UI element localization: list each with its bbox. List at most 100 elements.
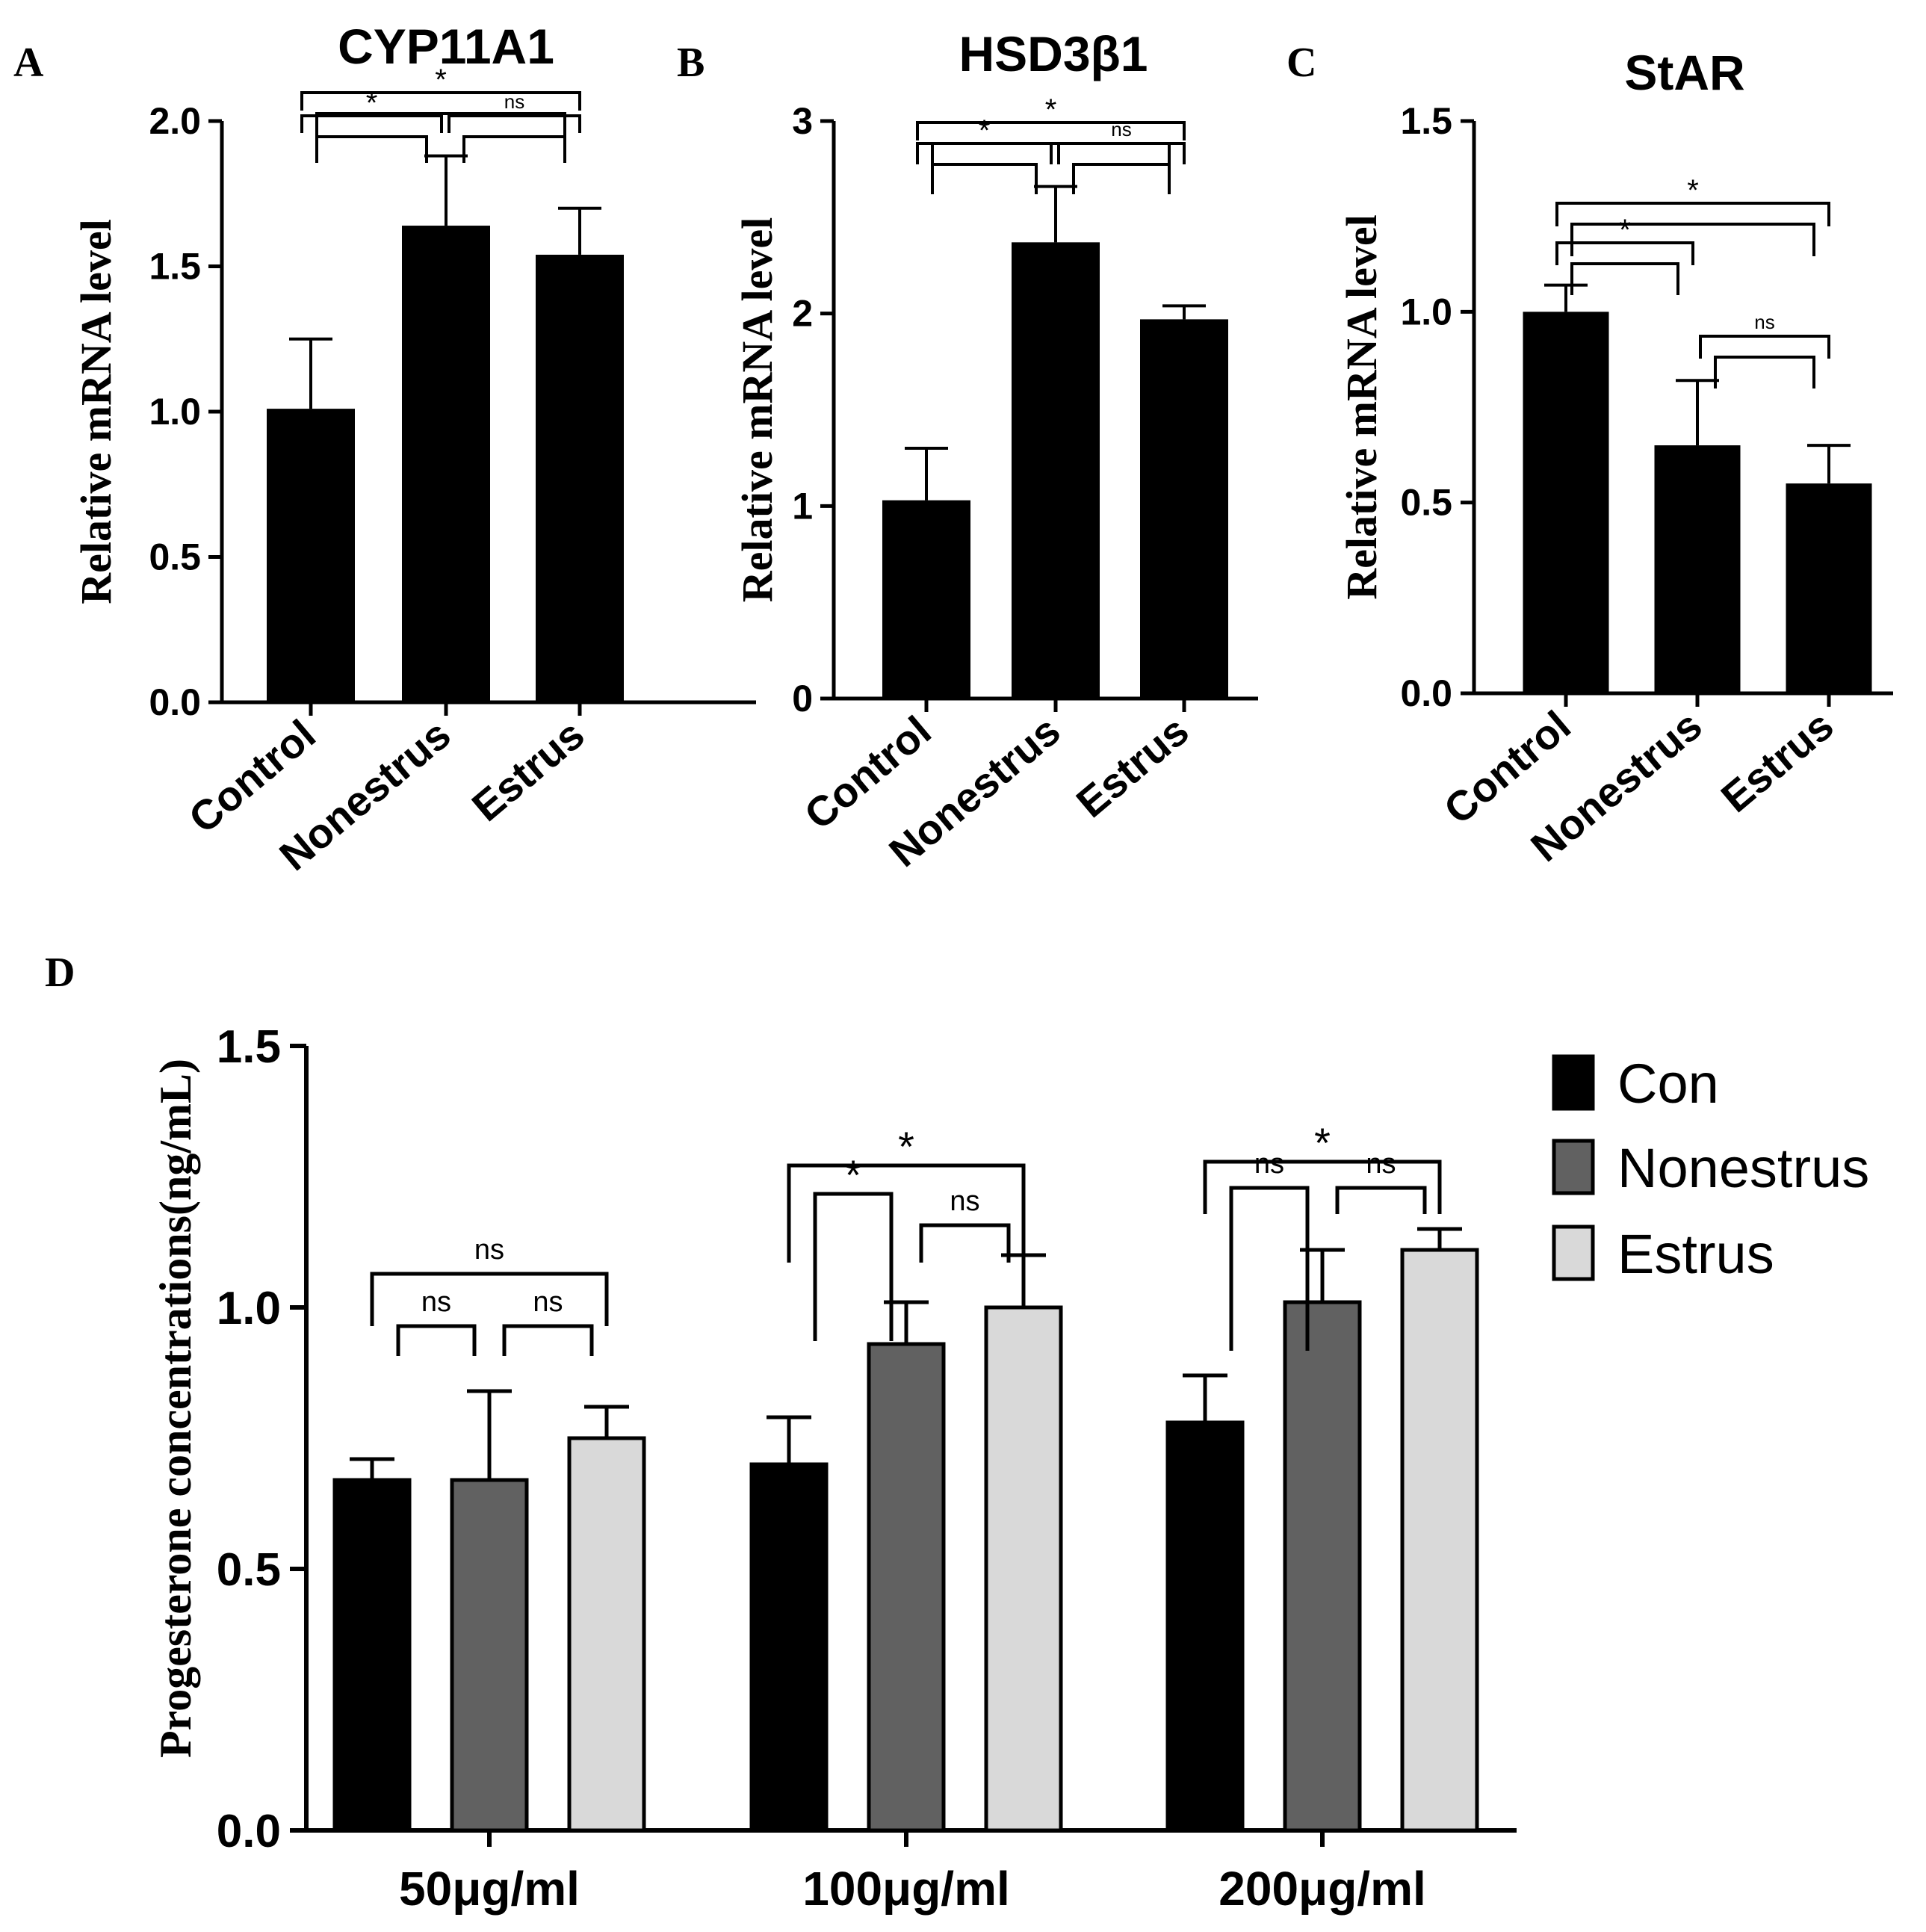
significance-bracket-inner xyxy=(931,163,1038,194)
significance-bracket xyxy=(300,114,443,133)
significance-bracket-inner xyxy=(1714,356,1815,388)
bar xyxy=(1786,483,1872,693)
x-tick-label: 50μg/ml xyxy=(399,1862,580,1916)
significance-bracket xyxy=(1555,202,1830,226)
y-tick-label: 0.5 xyxy=(1400,482,1452,524)
y-axis-label: Relative mRNA level xyxy=(733,217,781,602)
significance-bracket-inner xyxy=(315,112,566,140)
legend-label: Nonestrus xyxy=(1617,1137,1869,1199)
significance-label: * xyxy=(1045,93,1057,126)
significance-label: ns xyxy=(950,1186,979,1217)
significance-bracket xyxy=(1699,335,1830,359)
panel-letter: D xyxy=(45,950,75,996)
significance-bracket-inner xyxy=(1072,163,1171,194)
y-tick-label: 1.5 xyxy=(217,1021,281,1073)
significance-label: * xyxy=(366,87,378,120)
bar xyxy=(882,500,970,699)
significance-bracket xyxy=(1335,1186,1427,1214)
y-tick-label: 1.0 xyxy=(217,1283,281,1334)
chart-title: HSD3β1 xyxy=(959,26,1148,81)
x-tick-label: 100μg/ml xyxy=(802,1862,1010,1916)
significance-label: * xyxy=(1687,174,1699,207)
legend-label: Con xyxy=(1617,1053,1719,1115)
y-axis-label: Progesterone concentrations(ng/mL) xyxy=(151,1059,200,1758)
significance-label: * xyxy=(1619,214,1631,247)
panel-a: A CYP11A1 Relative mRNA level 0.0 0.5 1.0 1.5 2… xyxy=(13,19,756,879)
y-tick-label: 0 xyxy=(792,678,813,719)
bar xyxy=(536,254,624,702)
significance-label: * xyxy=(845,1151,861,1198)
y-tick-label: 2.0 xyxy=(149,100,201,142)
significance-bracket xyxy=(919,1223,1011,1263)
y-tick-label: 0.5 xyxy=(149,536,201,578)
significance-bracket xyxy=(448,114,581,133)
significance-label: ns xyxy=(474,1234,504,1266)
significance-bracket xyxy=(787,1163,1026,1263)
x-tick-label: Estrus xyxy=(1068,707,1198,826)
y-tick-label: 0.5 xyxy=(217,1544,281,1596)
significance-label: * xyxy=(435,64,447,96)
bar-nonestrus xyxy=(1283,1300,1362,1833)
significance-label: ns xyxy=(1254,1148,1284,1180)
significance-bracket xyxy=(1203,1159,1442,1214)
y-tick-label: 0.0 xyxy=(217,1806,281,1857)
y-tick-label: 1.5 xyxy=(149,246,201,288)
chart-title: CYP11A1 xyxy=(338,19,554,74)
legend-label: Estrus xyxy=(1617,1223,1774,1285)
significance-bracket-inner xyxy=(1570,223,1815,256)
bar-nonestrus xyxy=(867,1342,946,1833)
bar-con xyxy=(332,1478,412,1833)
significance-bracket-inner xyxy=(931,142,1171,170)
significance-bracket xyxy=(370,1272,609,1326)
bar xyxy=(1140,319,1228,699)
significance-label: ns xyxy=(421,1287,451,1318)
legend-swatch-nonestrus xyxy=(1552,1139,1595,1195)
bar-estrus xyxy=(567,1436,646,1833)
y-tick-label: 1.5 xyxy=(1400,100,1452,142)
bar xyxy=(267,409,355,702)
bar-nonestrus xyxy=(450,1478,529,1833)
panel-letter: B xyxy=(677,40,705,86)
x-tick-label: 200μg/ml xyxy=(1219,1862,1426,1916)
significance-label: ns xyxy=(1754,311,1774,333)
significance-bracket xyxy=(396,1324,477,1356)
significance-bracket xyxy=(300,91,581,111)
bar-estrus xyxy=(984,1305,1063,1833)
bar xyxy=(402,226,490,702)
significance-label: * xyxy=(898,1123,914,1170)
y-axis-label: Relative mRNA level xyxy=(72,219,120,604)
significance-label: ns xyxy=(1366,1148,1396,1180)
significance-bracket xyxy=(1057,142,1186,164)
y-tick-label: 1.0 xyxy=(1400,291,1452,332)
bar-estrus xyxy=(1400,1248,1479,1833)
x-tick-label: Estrus xyxy=(463,710,593,830)
bar xyxy=(1523,312,1609,693)
bar xyxy=(1012,242,1100,699)
bar xyxy=(1654,445,1741,693)
y-tick-label: 2 xyxy=(792,293,813,335)
significance-bracket xyxy=(1555,241,1694,265)
significance-bracket xyxy=(813,1192,894,1341)
significance-bracket xyxy=(916,121,1186,140)
y-tick-label: 1.0 xyxy=(149,391,201,433)
x-tick-label: Estrus xyxy=(1712,702,1842,821)
y-tick-label: 1 xyxy=(792,485,813,527)
legend-swatch-estrus xyxy=(1552,1224,1595,1281)
significance-label: * xyxy=(1314,1119,1331,1166)
significance-label: ns xyxy=(533,1287,563,1318)
y-tick-label: 0.0 xyxy=(1400,672,1452,714)
significance-bracket-inner xyxy=(462,135,566,163)
significance-bracket xyxy=(1229,1186,1310,1351)
y-tick-label: 3 xyxy=(792,100,813,142)
panel-letter: C xyxy=(1286,40,1316,86)
bar-con xyxy=(1165,1420,1245,1833)
bar-con xyxy=(749,1462,829,1833)
panel-letter: A xyxy=(13,40,44,86)
chart-title: StAR xyxy=(1624,45,1744,100)
significance-bracket xyxy=(502,1324,594,1356)
significance-bracket-inner xyxy=(315,135,428,163)
y-axis-label: Relative mRNA level xyxy=(1337,214,1386,599)
